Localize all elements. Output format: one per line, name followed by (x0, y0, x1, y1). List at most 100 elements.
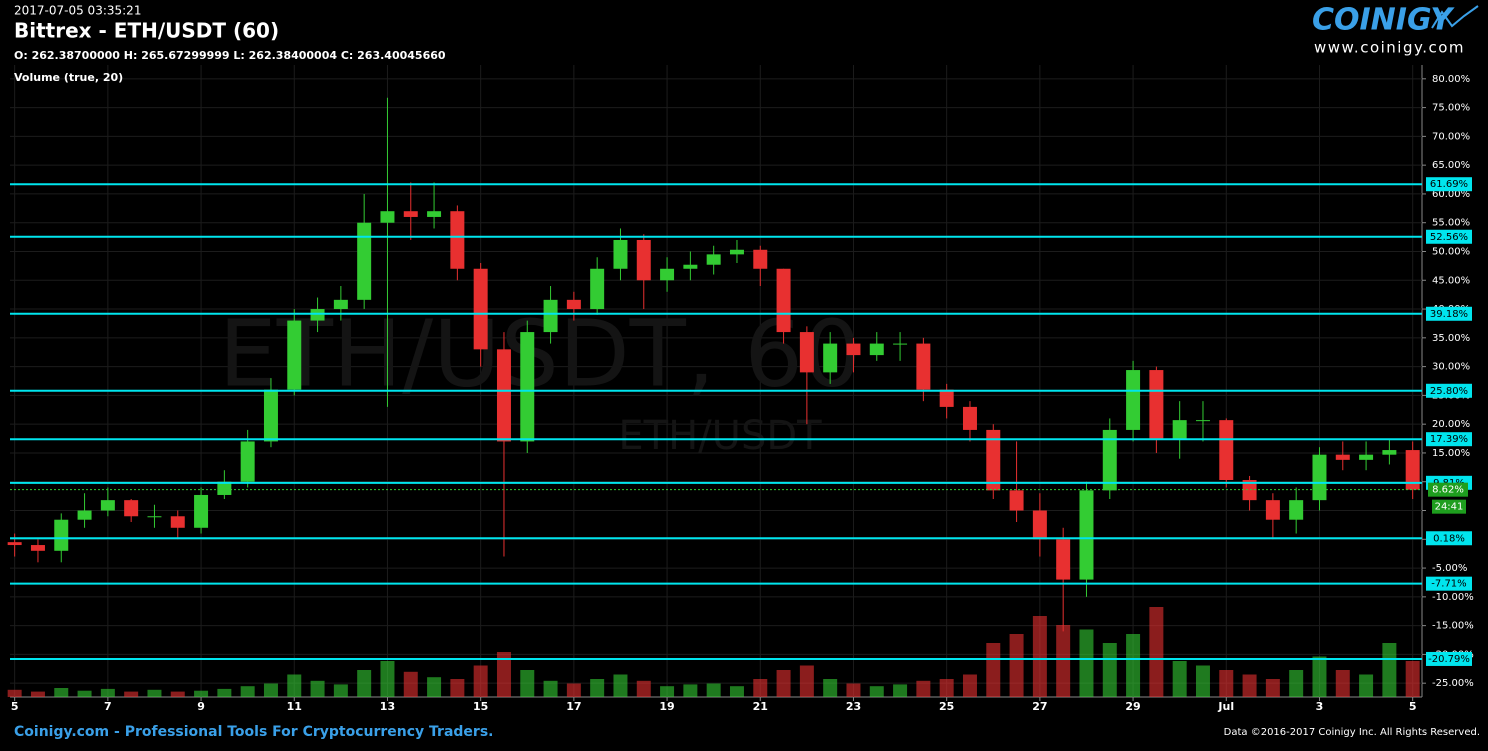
x-tick-label: Jul (1217, 700, 1234, 713)
volume-bar (1335, 670, 1350, 697)
volume-bar (333, 684, 348, 697)
candle-body (1009, 490, 1024, 511)
candle-body (1405, 450, 1420, 490)
volume-bar (263, 683, 278, 697)
level-label-box (1426, 432, 1472, 447)
candle-body (30, 545, 45, 551)
candle-body (846, 343, 861, 356)
volume-bar (124, 691, 139, 697)
candle-body (100, 500, 115, 511)
volume-bar (1079, 629, 1094, 697)
volume-bar (683, 684, 698, 697)
candle-body (240, 441, 255, 482)
volume-bar (823, 679, 838, 697)
x-tick-label: 15 (473, 700, 488, 713)
candle-body (962, 406, 977, 430)
candle-body (1359, 454, 1374, 460)
candle-body (683, 264, 698, 269)
volume-bar (1149, 607, 1164, 697)
candle-body (287, 320, 302, 390)
volume-bar (590, 679, 605, 697)
candle-body (613, 239, 628, 269)
volume-bar (613, 674, 628, 697)
x-tick-label: 9 (197, 700, 205, 713)
volume-bar (240, 686, 255, 697)
y-tick-label: 30.00% (1432, 362, 1470, 373)
level-label: -7.71% (1431, 579, 1466, 590)
level-label: 52.56% (1430, 232, 1468, 243)
candle-body (357, 222, 372, 300)
candle-body (1032, 510, 1047, 540)
countdown-box (1432, 499, 1466, 514)
level-label: 0.18% (1433, 533, 1465, 544)
volume-bar (869, 686, 884, 697)
candle-body (1195, 420, 1210, 422)
x-tick-label: 27 (1032, 700, 1047, 713)
candle-body (496, 349, 511, 442)
x-tick-label: 3 (1316, 700, 1324, 713)
candle-body (799, 332, 814, 373)
volume-bar (520, 670, 535, 697)
logo: COINIGY (1312, 3, 1455, 38)
level-label: -20.79% (1428, 654, 1470, 665)
level-label-box (1426, 531, 1472, 546)
x-tick-label: 19 (659, 700, 674, 713)
candle-body (1382, 450, 1397, 455)
candle-body (403, 211, 418, 217)
volume-bar (1382, 643, 1397, 697)
candle-body (636, 239, 651, 281)
level-label: 17.39% (1430, 434, 1468, 445)
volume-bar (1172, 661, 1187, 697)
volume-bar (799, 665, 814, 697)
volume-bar (1242, 674, 1257, 697)
candle-body (333, 299, 348, 310)
candle-body (1126, 370, 1141, 430)
volume-bar (706, 683, 721, 697)
candle-body (823, 343, 838, 373)
volume-label: Volume (true, 20) (14, 71, 123, 84)
candle-body (263, 389, 278, 442)
volume-bar (1126, 634, 1141, 697)
candle-body (1265, 500, 1280, 520)
volume-bar (1219, 670, 1234, 697)
x-tick-label: 29 (1125, 700, 1140, 713)
volume-bar (729, 686, 744, 697)
candle-body (916, 343, 931, 390)
candle-body (543, 299, 558, 333)
candle-body (147, 516, 162, 518)
volume-bar (100, 688, 115, 697)
x-tick-label: 13 (380, 700, 395, 713)
chart-title: Bittrex - ETH/USDT (60) (14, 19, 279, 43)
volume-bar (776, 670, 791, 697)
logo-icon (1431, 5, 1479, 29)
y-tick-label: 20.00% (1432, 419, 1470, 430)
y-tick-label: 80.00% (1432, 74, 1470, 85)
candle-body (1289, 500, 1304, 520)
y-tick-label: 35.00% (1432, 333, 1470, 344)
current-label-box (1428, 482, 1468, 497)
volume-bar (1265, 679, 1280, 697)
volume-bar (636, 680, 651, 697)
candle-body (427, 211, 442, 217)
volume-bar (893, 684, 908, 697)
y-tick-label: 65.00% (1432, 160, 1470, 171)
candle-body (7, 542, 22, 546)
level-label-box (1426, 177, 1472, 192)
y-tick-label: -15.00% (1432, 621, 1474, 632)
countdown: 24:41 (1435, 502, 1464, 513)
candle-body (986, 429, 1001, 491)
y-tick-label: -5.00% (1432, 563, 1467, 574)
candle-body (1219, 420, 1234, 481)
volume-bar (1032, 616, 1047, 697)
x-tick-label: 21 (753, 700, 768, 713)
volume-bar (1102, 643, 1117, 697)
volume-bar (287, 674, 302, 697)
candle-body (77, 510, 92, 520)
volume-bar (7, 689, 22, 697)
y-tick-label: 50.00% (1432, 246, 1470, 257)
candle-body (1335, 454, 1350, 460)
level-label-box (1426, 229, 1472, 244)
x-tick-label: 7 (104, 700, 112, 713)
y-tick-label: 15.00% (1432, 448, 1470, 459)
candle-body (1242, 480, 1257, 501)
